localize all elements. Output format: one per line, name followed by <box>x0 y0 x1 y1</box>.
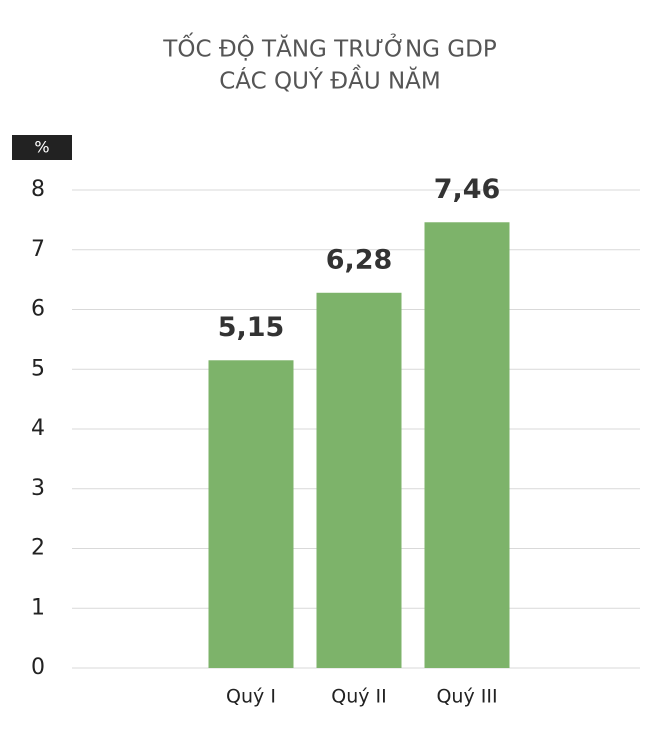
y-tick-label: 7 <box>31 237 45 262</box>
value-label: 6,28 <box>326 244 393 275</box>
y-tick-label: 5 <box>31 356 45 381</box>
y-axis-label: % <box>34 138 49 157</box>
value-label: 5,15 <box>218 312 285 343</box>
chart-title: TỐC ĐỘ TĂNG TRƯỞNG GDP <box>162 33 497 63</box>
x-tick-label: Quý I <box>226 686 276 708</box>
y-tick-label: 6 <box>31 297 45 322</box>
bar <box>208 360 294 668</box>
x-tick-label: Quý III <box>436 686 497 708</box>
value-label: 7,46 <box>434 174 501 205</box>
bar <box>424 222 510 668</box>
bar <box>316 292 402 668</box>
y-tick-label: 1 <box>31 595 45 620</box>
y-tick-label: 0 <box>31 655 45 680</box>
y-tick-label: 8 <box>31 177 45 202</box>
unit-box <box>12 135 72 160</box>
chart-title: CÁC QUÝ ĐẦU NĂM <box>219 65 441 95</box>
y-tick-label: 4 <box>31 416 45 441</box>
x-tick-label: Quý II <box>331 686 387 708</box>
y-tick-label: 3 <box>31 476 45 501</box>
y-tick-label: 2 <box>31 536 45 561</box>
